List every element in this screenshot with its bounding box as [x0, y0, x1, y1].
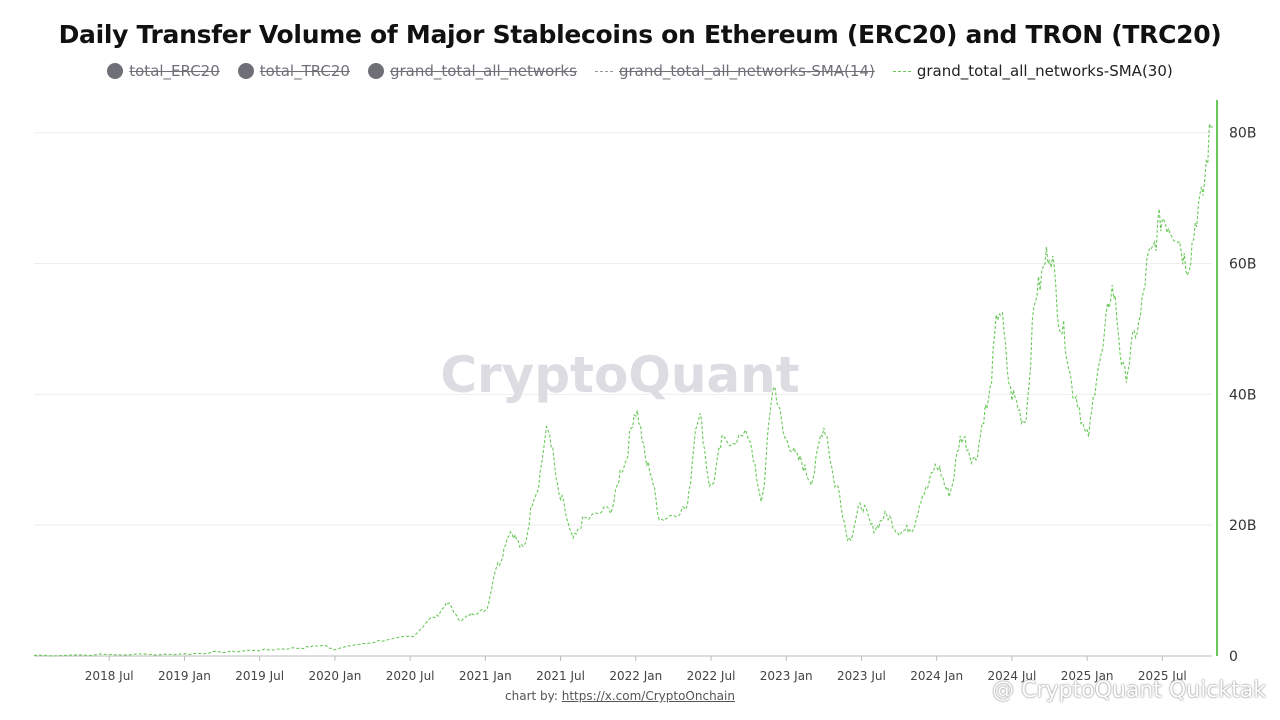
chart-credit: chart by: https://x.com/CryptoOnchain	[0, 689, 1240, 703]
x-tick-label: 2021 Jan	[459, 669, 512, 683]
legend-label: total_ERC20	[129, 62, 220, 80]
axes	[34, 100, 1218, 661]
y-tick-label: 40B	[1229, 387, 1256, 403]
series-lines	[33, 123, 1213, 657]
legend-dash-icon	[892, 70, 911, 72]
legend-item-2[interactable]: grand_total_all_networks	[367, 62, 577, 80]
x-tick-label: 2024 Jul	[987, 669, 1036, 683]
x-tick-label: 2018 Jul	[85, 669, 134, 683]
x-tick-label: 2023 Jul	[837, 669, 886, 683]
x-tick-label: 2021 Jul	[536, 669, 585, 683]
x-tick-label: 2020 Jan	[308, 669, 361, 683]
x-tick-label: 2019 Jan	[158, 669, 211, 683]
legend-dot-icon	[367, 63, 384, 79]
legend-item-1[interactable]: total_TRC20	[237, 62, 350, 80]
chart-title: Daily Transfer Volume of Major Stablecoi…	[58, 20, 1222, 49]
legend-item-4[interactable]: grand_total_all_networks-SMA(30)	[892, 62, 1173, 80]
legend-item-0[interactable]: total_ERC20	[107, 62, 220, 80]
x-tick-label: 2022 Jul	[687, 669, 736, 683]
x-tick-label: 2020 Jul	[386, 669, 435, 683]
legend-dash-icon	[594, 70, 613, 72]
legend-dot-icon	[237, 63, 254, 79]
y-tick-label: 20B	[1229, 518, 1256, 534]
x-tick-label: 2024 Jan	[910, 669, 963, 683]
x-tick-label: 2023 Jan	[760, 669, 813, 683]
legend-label: grand_total_all_networks	[389, 62, 577, 80]
grid-lines	[34, 132, 1212, 526]
series-line-sma30	[33, 123, 1213, 657]
legend-label: grand_total_all_networks-SMA(30)	[916, 62, 1173, 80]
y-tick-label: 80B	[1229, 126, 1256, 142]
x-tick-label: 2019 Jul	[235, 669, 284, 683]
quicktake-watermark: @ CryptoQuant Quicktak	[992, 678, 1266, 703]
y-tick-label: 0	[1229, 649, 1238, 665]
legend-item-3[interactable]: grand_total_all_networks-SMA(14)	[594, 62, 875, 80]
legend-dot-icon	[107, 63, 124, 79]
x-tick-label: 2025 Jan	[1061, 669, 1114, 683]
watermark-text: CryptoQuant	[440, 346, 799, 404]
legend-label: grand_total_all_networks-SMA(14)	[618, 62, 875, 80]
tick-labels: 0 20B 40B 60B 80B 2018 Jul 2019 Jan 2019 Jul 202…	[85, 126, 1257, 683]
credit-link[interactable]: https://x.com/CryptoOnchain	[561, 689, 735, 703]
y-tick-label: 60B	[1229, 257, 1256, 273]
legend-label: total_TRC20	[259, 62, 350, 80]
credit-prefix: chart by:	[505, 689, 562, 703]
x-tick-label: 2025 Jul	[1138, 669, 1187, 683]
x-tick-label: 2022 Jan	[609, 669, 662, 683]
legend: total_ERC20 total_TRC20 grand_total_all_ne…	[0, 62, 1280, 80]
